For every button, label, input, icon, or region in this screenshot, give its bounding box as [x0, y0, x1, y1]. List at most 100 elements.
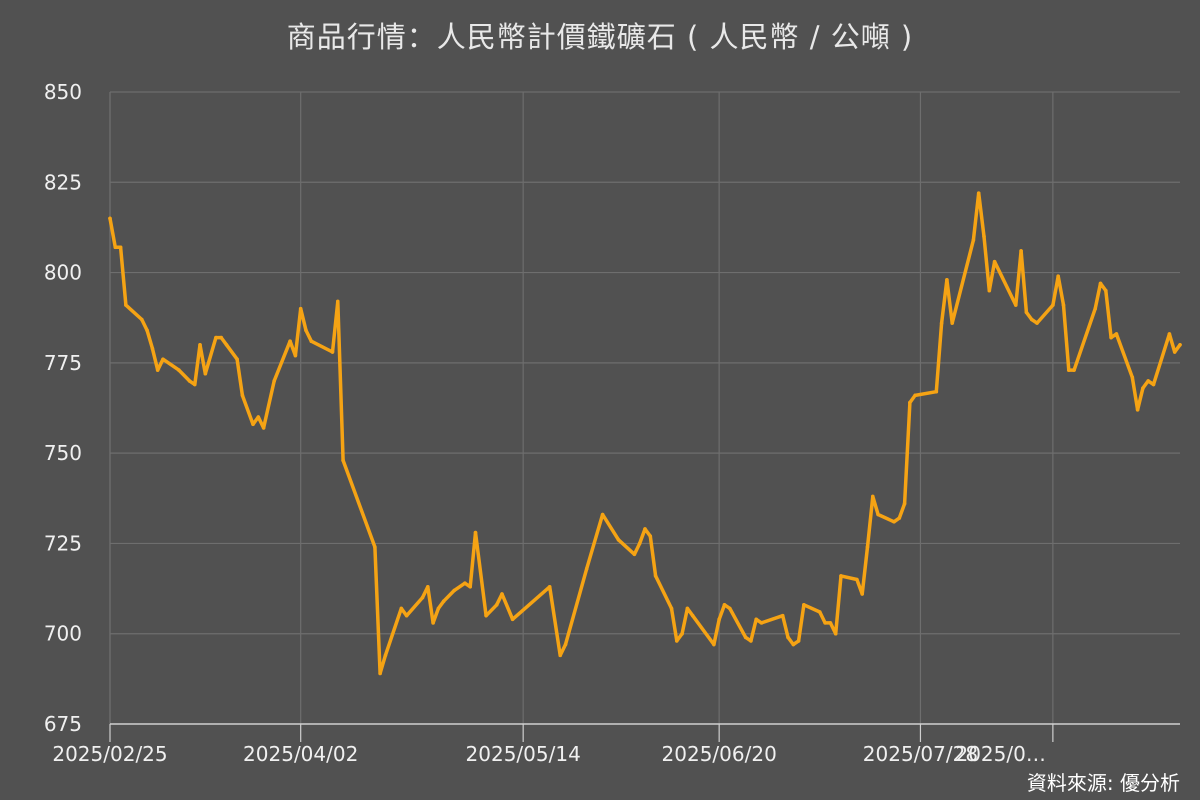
data-point: [288, 339, 292, 343]
data-point: [155, 368, 160, 372]
y-tick-label: 775: [44, 351, 82, 375]
data-point: [124, 303, 128, 307]
data-point: [897, 516, 902, 520]
data-point: [1104, 288, 1108, 293]
y-tick-label: 850: [44, 80, 82, 104]
data-point: [1098, 281, 1103, 286]
y-tick-label: 700: [44, 622, 82, 646]
data-point: [934, 389, 939, 394]
data-point: [802, 603, 806, 607]
data-point: [335, 299, 340, 304]
data-point: [1130, 375, 1135, 380]
data-point: [600, 512, 605, 517]
data-point: [971, 238, 976, 242]
data-point: [632, 552, 637, 557]
data-point: [510, 617, 515, 622]
y-tick-label: 800: [44, 261, 82, 285]
data-point: [203, 371, 208, 376]
data-point: [473, 530, 478, 535]
data-point: [743, 635, 748, 640]
data-point: [653, 574, 658, 578]
data-point: [637, 541, 642, 546]
data-point: [982, 234, 986, 239]
data-point: [224, 343, 229, 347]
data-point: [976, 191, 981, 195]
data-point: [161, 357, 165, 362]
data-point: [431, 621, 435, 625]
data-point: [235, 357, 239, 362]
data-point: [1109, 335, 1113, 340]
y-tick-label: 675: [44, 712, 82, 736]
data-point: [240, 393, 245, 398]
data-point: [712, 642, 716, 647]
data-point: [272, 379, 277, 383]
data-point: [674, 639, 679, 643]
data-point: [309, 339, 314, 343]
data-point: [865, 545, 870, 549]
data-point: [669, 606, 674, 611]
data-point: [786, 635, 790, 640]
data-point: [484, 613, 488, 618]
data-point: [373, 545, 377, 549]
data-point: [399, 606, 404, 611]
data-point: [330, 350, 335, 354]
y-tick-label: 825: [44, 170, 82, 194]
data-point: [1066, 368, 1071, 372]
data-point: [293, 353, 298, 358]
data-point: [1035, 321, 1039, 325]
data-point: [452, 588, 457, 593]
data-point: [1013, 303, 1018, 307]
x-tick-label: 2025/02/25: [52, 742, 167, 766]
data-point: [1135, 408, 1140, 412]
data-point: [643, 527, 647, 531]
data-point: [616, 538, 621, 542]
source-note: 資料來源: 優分析: [1026, 771, 1180, 795]
x-tick-label: 2025/0…: [955, 742, 1045, 766]
data-point: [463, 581, 467, 585]
data-point: [1029, 317, 1034, 322]
data-point: [833, 631, 838, 636]
data-point: [648, 534, 653, 539]
data-point: [378, 671, 382, 676]
data-point: [855, 577, 859, 582]
data-point: [1056, 274, 1060, 278]
data-point: [1172, 350, 1177, 354]
data-point: [680, 631, 684, 636]
data-point: [547, 584, 552, 589]
data-point: [759, 621, 764, 625]
data-point: [902, 501, 907, 506]
data-point: [468, 584, 472, 589]
data-point: [436, 606, 441, 611]
data-point: [791, 642, 796, 647]
data-point: [1114, 332, 1119, 336]
data-point: [584, 566, 589, 571]
data-point: [685, 606, 690, 611]
data-point: [1167, 332, 1172, 336]
data-point: [214, 335, 218, 340]
data-point: [304, 328, 308, 333]
data-point: [690, 613, 695, 618]
data-point: [383, 653, 388, 658]
data-point: [950, 321, 955, 325]
data-point: [558, 653, 563, 658]
data-point: [187, 379, 192, 383]
data-point: [118, 245, 123, 250]
data-point: [1024, 310, 1029, 315]
data-point: [145, 328, 149, 333]
data-point: [892, 519, 896, 524]
x-tick-label: 2025/05/14: [466, 742, 581, 766]
data-point: [780, 613, 785, 618]
data-point: [876, 512, 880, 517]
x-tick-label: 2025/04/02: [243, 742, 358, 766]
series-layer: [108, 191, 1182, 676]
data-point: [441, 599, 446, 604]
data-point: [796, 639, 801, 643]
data-point: [828, 621, 833, 625]
data-point: [500, 592, 504, 596]
data-point: [870, 494, 875, 499]
data-point: [251, 422, 255, 427]
data-point: [341, 458, 345, 463]
data-point: [727, 606, 732, 611]
data-point: [298, 306, 303, 311]
x-tick-label: 2025/06/20: [662, 742, 777, 766]
